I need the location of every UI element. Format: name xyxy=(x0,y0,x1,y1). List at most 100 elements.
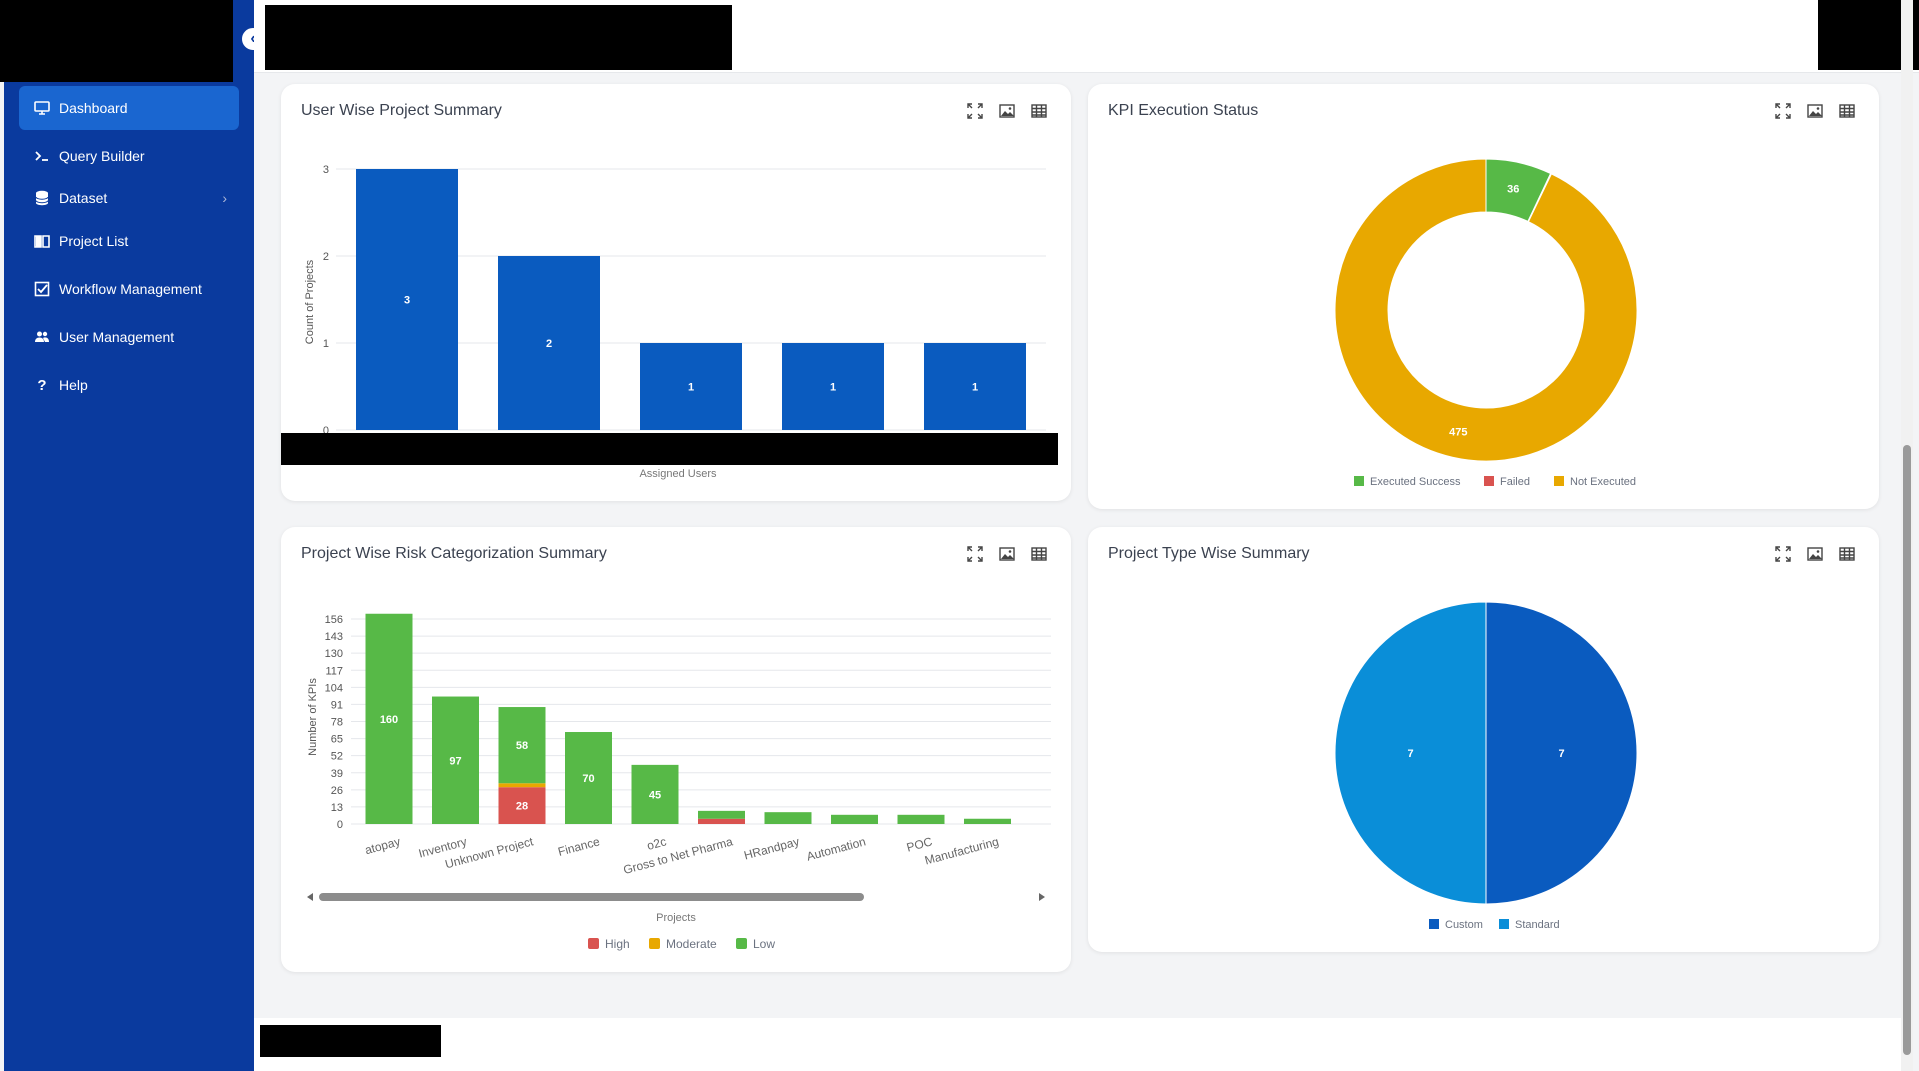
legend-item[interactable]: Not Executed xyxy=(1570,476,1636,488)
table-icon[interactable] xyxy=(1839,103,1857,121)
legend-item[interactable]: Standard xyxy=(1515,919,1560,931)
pie-slice[interactable] xyxy=(1334,601,1487,905)
x-axis-label: Projects xyxy=(656,912,696,924)
image-icon[interactable] xyxy=(1807,103,1825,121)
data-label: 160 xyxy=(380,714,398,726)
y-tick-label: 3 xyxy=(323,164,329,176)
table-icon[interactable] xyxy=(1031,103,1049,121)
card-title: KPI Execution Status xyxy=(1108,102,1259,119)
sidebar-item-user-management[interactable]: User Management xyxy=(19,315,239,359)
pie-slice[interactable] xyxy=(1485,601,1638,905)
data-label: 58 xyxy=(516,740,528,752)
legend-swatch xyxy=(649,938,660,949)
database-icon xyxy=(33,189,51,207)
data-label: 28 xyxy=(516,801,528,813)
bar-segment[interactable] xyxy=(698,810,745,819)
y-tick-label: 0 xyxy=(323,425,329,437)
y-tick-label: 52 xyxy=(331,751,343,763)
y-tick-label: 26 xyxy=(331,785,343,797)
table-icon[interactable] xyxy=(1031,546,1049,564)
sidebar-item-dashboard[interactable]: Dashboard xyxy=(19,86,239,130)
monitor-icon xyxy=(33,99,51,117)
y-axis-label: Count of Projects xyxy=(304,259,316,344)
bar[interactable] xyxy=(498,256,600,430)
sidebar-item-label: Help xyxy=(59,377,88,393)
legend-item[interactable]: Executed Success xyxy=(1370,476,1461,488)
sidebar-item-label: Project List xyxy=(59,233,129,249)
bar-segment[interactable] xyxy=(764,812,812,824)
donut-slice[interactable] xyxy=(1334,158,1638,462)
sidebar-item-query-builder[interactable]: Query Builder xyxy=(19,134,239,178)
expand-icon[interactable] xyxy=(1775,546,1793,564)
bar-segment[interactable] xyxy=(565,732,612,824)
chevron-right-icon: › xyxy=(222,190,227,206)
bar-segment[interactable] xyxy=(498,787,546,824)
sidebar-item-project-list[interactable]: Project List xyxy=(19,219,239,263)
sidebar-item-help[interactable]: ? Help xyxy=(19,363,239,407)
expand-icon[interactable] xyxy=(967,546,985,564)
sidebar-item-label: Dataset xyxy=(59,190,108,206)
card-kpi-execution-status: KPI Execution Status 36 475 Executed Succe… xyxy=(1088,84,1879,509)
logo-redacted xyxy=(0,0,233,82)
image-icon[interactable] xyxy=(999,546,1017,564)
kpi-donut-chart: 36 475 Executed Success Failed Not Executed xyxy=(1334,158,1638,488)
y-tick-label: 13 xyxy=(331,802,343,814)
table-icon[interactable] xyxy=(1839,546,1857,564)
scroll-left-arrow[interactable] xyxy=(307,893,313,901)
legend-item[interactable]: Moderate xyxy=(666,937,717,951)
data-label: 2 xyxy=(546,338,552,350)
legend-item[interactable]: Failed xyxy=(1500,476,1530,488)
x-axis-redacted xyxy=(281,433,1058,465)
bar-segment[interactable] xyxy=(698,818,745,824)
scrollbar-thumb[interactable] xyxy=(1903,445,1911,1055)
bar-segment[interactable] xyxy=(964,818,1011,824)
bar[interactable] xyxy=(782,343,884,430)
bar-segment[interactable] xyxy=(631,764,679,824)
legend-swatch xyxy=(1429,919,1439,929)
data-label: 70 xyxy=(582,773,594,785)
bar-segment[interactable] xyxy=(498,783,546,788)
card-tools xyxy=(967,103,1049,121)
y-tick-label: 0 xyxy=(337,819,343,831)
legend-item[interactable]: Custom xyxy=(1445,919,1483,931)
bar[interactable] xyxy=(924,343,1026,430)
legend-item[interactable]: Low xyxy=(753,937,775,951)
bar[interactable] xyxy=(640,343,742,430)
bar-segment[interactable] xyxy=(432,696,479,824)
card-title: User Wise Project Summary xyxy=(301,102,502,119)
data-label: 1 xyxy=(688,382,694,394)
legend-swatch xyxy=(1354,476,1364,486)
y-tick-label: 39 xyxy=(331,768,343,780)
sidebar-item-label: Dashboard xyxy=(59,100,128,116)
legend-swatch xyxy=(1484,476,1494,486)
bar[interactable] xyxy=(356,169,458,430)
chevron-left-icon: ‹ xyxy=(250,30,256,47)
data-label: 7 xyxy=(1407,748,1413,760)
data-label: 1 xyxy=(972,382,978,394)
y-tick-label: 1 xyxy=(323,338,329,350)
legend-item[interactable]: High xyxy=(605,937,630,951)
sidebar xyxy=(4,0,254,1071)
expand-icon[interactable] xyxy=(1775,103,1793,121)
sidebar-item-dataset[interactable]: Dataset › xyxy=(19,176,239,220)
bar-segment[interactable] xyxy=(831,814,878,824)
bar-segment[interactable] xyxy=(498,707,546,784)
sidebar-item-workflow-management[interactable]: Workflow Management xyxy=(19,267,239,311)
footer xyxy=(254,1018,1902,1071)
page-scrollbar[interactable] xyxy=(1901,0,1913,1071)
book-icon xyxy=(33,232,51,250)
x-tick-label: o2c xyxy=(645,834,667,853)
y-tick-label: 130 xyxy=(325,648,343,660)
bar-segment[interactable] xyxy=(365,613,413,824)
bar-segment[interactable] xyxy=(897,814,945,824)
data-label: 45 xyxy=(649,789,661,801)
image-icon[interactable] xyxy=(1807,546,1825,564)
sidebar-item-label: User Management xyxy=(59,329,175,345)
card-project-type-wise: Project Type Wise Summary 7 7 Custom Standa… xyxy=(1088,527,1879,952)
sidebar-item-label: Workflow Management xyxy=(59,281,202,297)
expand-icon[interactable] xyxy=(967,103,985,121)
image-icon[interactable] xyxy=(999,103,1017,121)
chart-scrollbar-thumb[interactable] xyxy=(319,893,864,901)
scroll-right-arrow[interactable] xyxy=(1039,893,1045,901)
